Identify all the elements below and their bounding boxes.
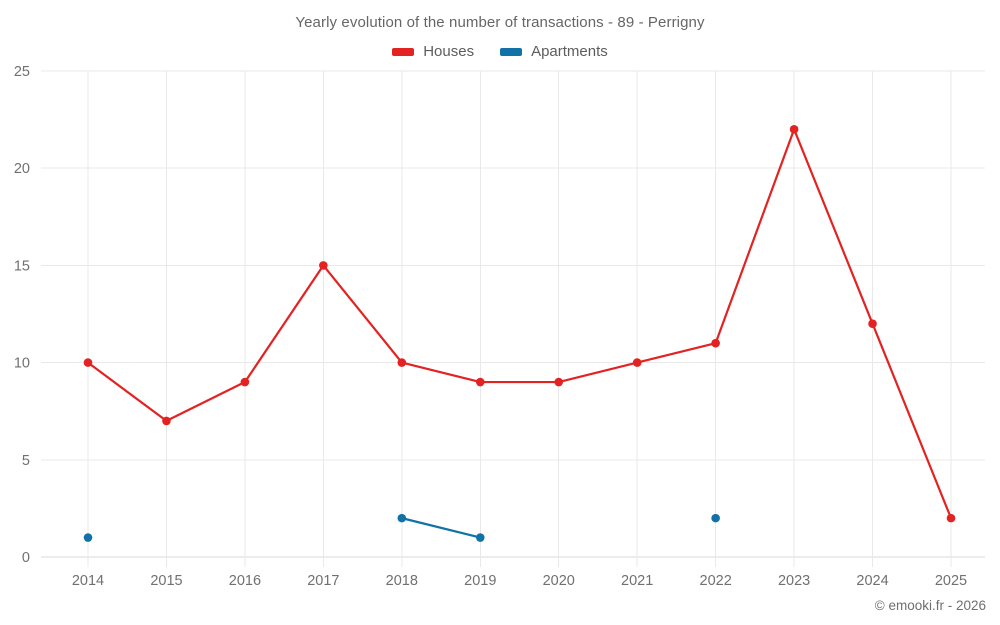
data-point[interactable] [397, 513, 407, 523]
series-line-segment [557, 361, 639, 384]
x-axis-tick-label: 2021 [621, 573, 653, 589]
x-axis-tick-label: 2023 [778, 573, 810, 589]
legend-label-apartments: Apartments [531, 43, 608, 60]
series-line-segment [400, 361, 482, 384]
series-line-segment [165, 380, 247, 423]
x-axis-tick-label: 2025 [935, 573, 967, 589]
x-axis-tick-label: 2019 [464, 573, 496, 589]
x-axis-tick-label: 2014 [72, 573, 104, 589]
data-point[interactable] [946, 513, 956, 523]
data-point[interactable] [632, 358, 642, 367]
data-point[interactable] [397, 358, 407, 367]
x-axis-tick-label: 2022 [700, 573, 732, 589]
y-axis-ticks: 0 5 10 15 20 25 [14, 64, 30, 566]
y-axis-tick-label: 20 [14, 161, 30, 177]
data-point[interactable] [789, 125, 799, 134]
x-axis-tick-label: 2017 [307, 573, 339, 589]
y-axis-tick-label: 15 [14, 258, 30, 274]
series-line-segment [871, 322, 953, 520]
series-line-segment [792, 128, 874, 325]
series-line-segment [243, 264, 325, 384]
chart-legend: Houses Apartments [0, 44, 1000, 59]
series-apartments [83, 513, 720, 542]
x-axis-tick-label: 2018 [386, 573, 418, 589]
y-axis-tick-label: 5 [22, 453, 30, 469]
data-point[interactable] [83, 533, 93, 542]
data-point[interactable] [711, 338, 720, 348]
legend-swatch-houses [392, 47, 415, 56]
series-line-segment [86, 361, 168, 423]
data-point[interactable] [83, 358, 93, 367]
y-axis-tick-label: 25 [14, 64, 30, 80]
data-point[interactable] [554, 377, 564, 387]
data-point[interactable] [475, 377, 485, 387]
x-axis-tick-label: 2024 [856, 573, 888, 589]
series-line-segment [714, 128, 796, 345]
data-point[interactable] [319, 261, 328, 270]
x-axis-tick-label: 2016 [229, 573, 261, 589]
legend-item-houses[interactable]: Houses [392, 44, 474, 59]
x-axis-tick-label: 2020 [543, 573, 575, 589]
x-axis-ticks: 2014 2015 2016 2017 2018 2019 2020 2021 2022 2023… [72, 573, 967, 589]
series-line-segment [322, 264, 403, 364]
copyright-credit: © emooki.fr - 2026 [874, 598, 986, 613]
data-series-layer [83, 125, 956, 542]
gridlines [41, 70, 985, 567]
legend-swatch-apartments [500, 47, 523, 56]
y-axis-tick-label: 0 [22, 550, 30, 566]
data-point[interactable] [475, 533, 485, 542]
y-axis-tick-label: 10 [14, 356, 30, 372]
data-point[interactable] [240, 377, 250, 387]
chart-title: Yearly evolution of the number of transa… [295, 14, 705, 31]
series-houses [83, 125, 956, 523]
data-point[interactable] [162, 416, 171, 426]
x-axis-tick-label: 2015 [150, 573, 182, 589]
data-point[interactable] [868, 319, 877, 329]
series-line-segment [636, 342, 717, 364]
legend-label-houses: Houses [423, 43, 475, 60]
legend-item-apartments[interactable]: Apartments [500, 44, 608, 59]
data-point[interactable] [711, 513, 720, 523]
series-line-segment [400, 517, 482, 539]
